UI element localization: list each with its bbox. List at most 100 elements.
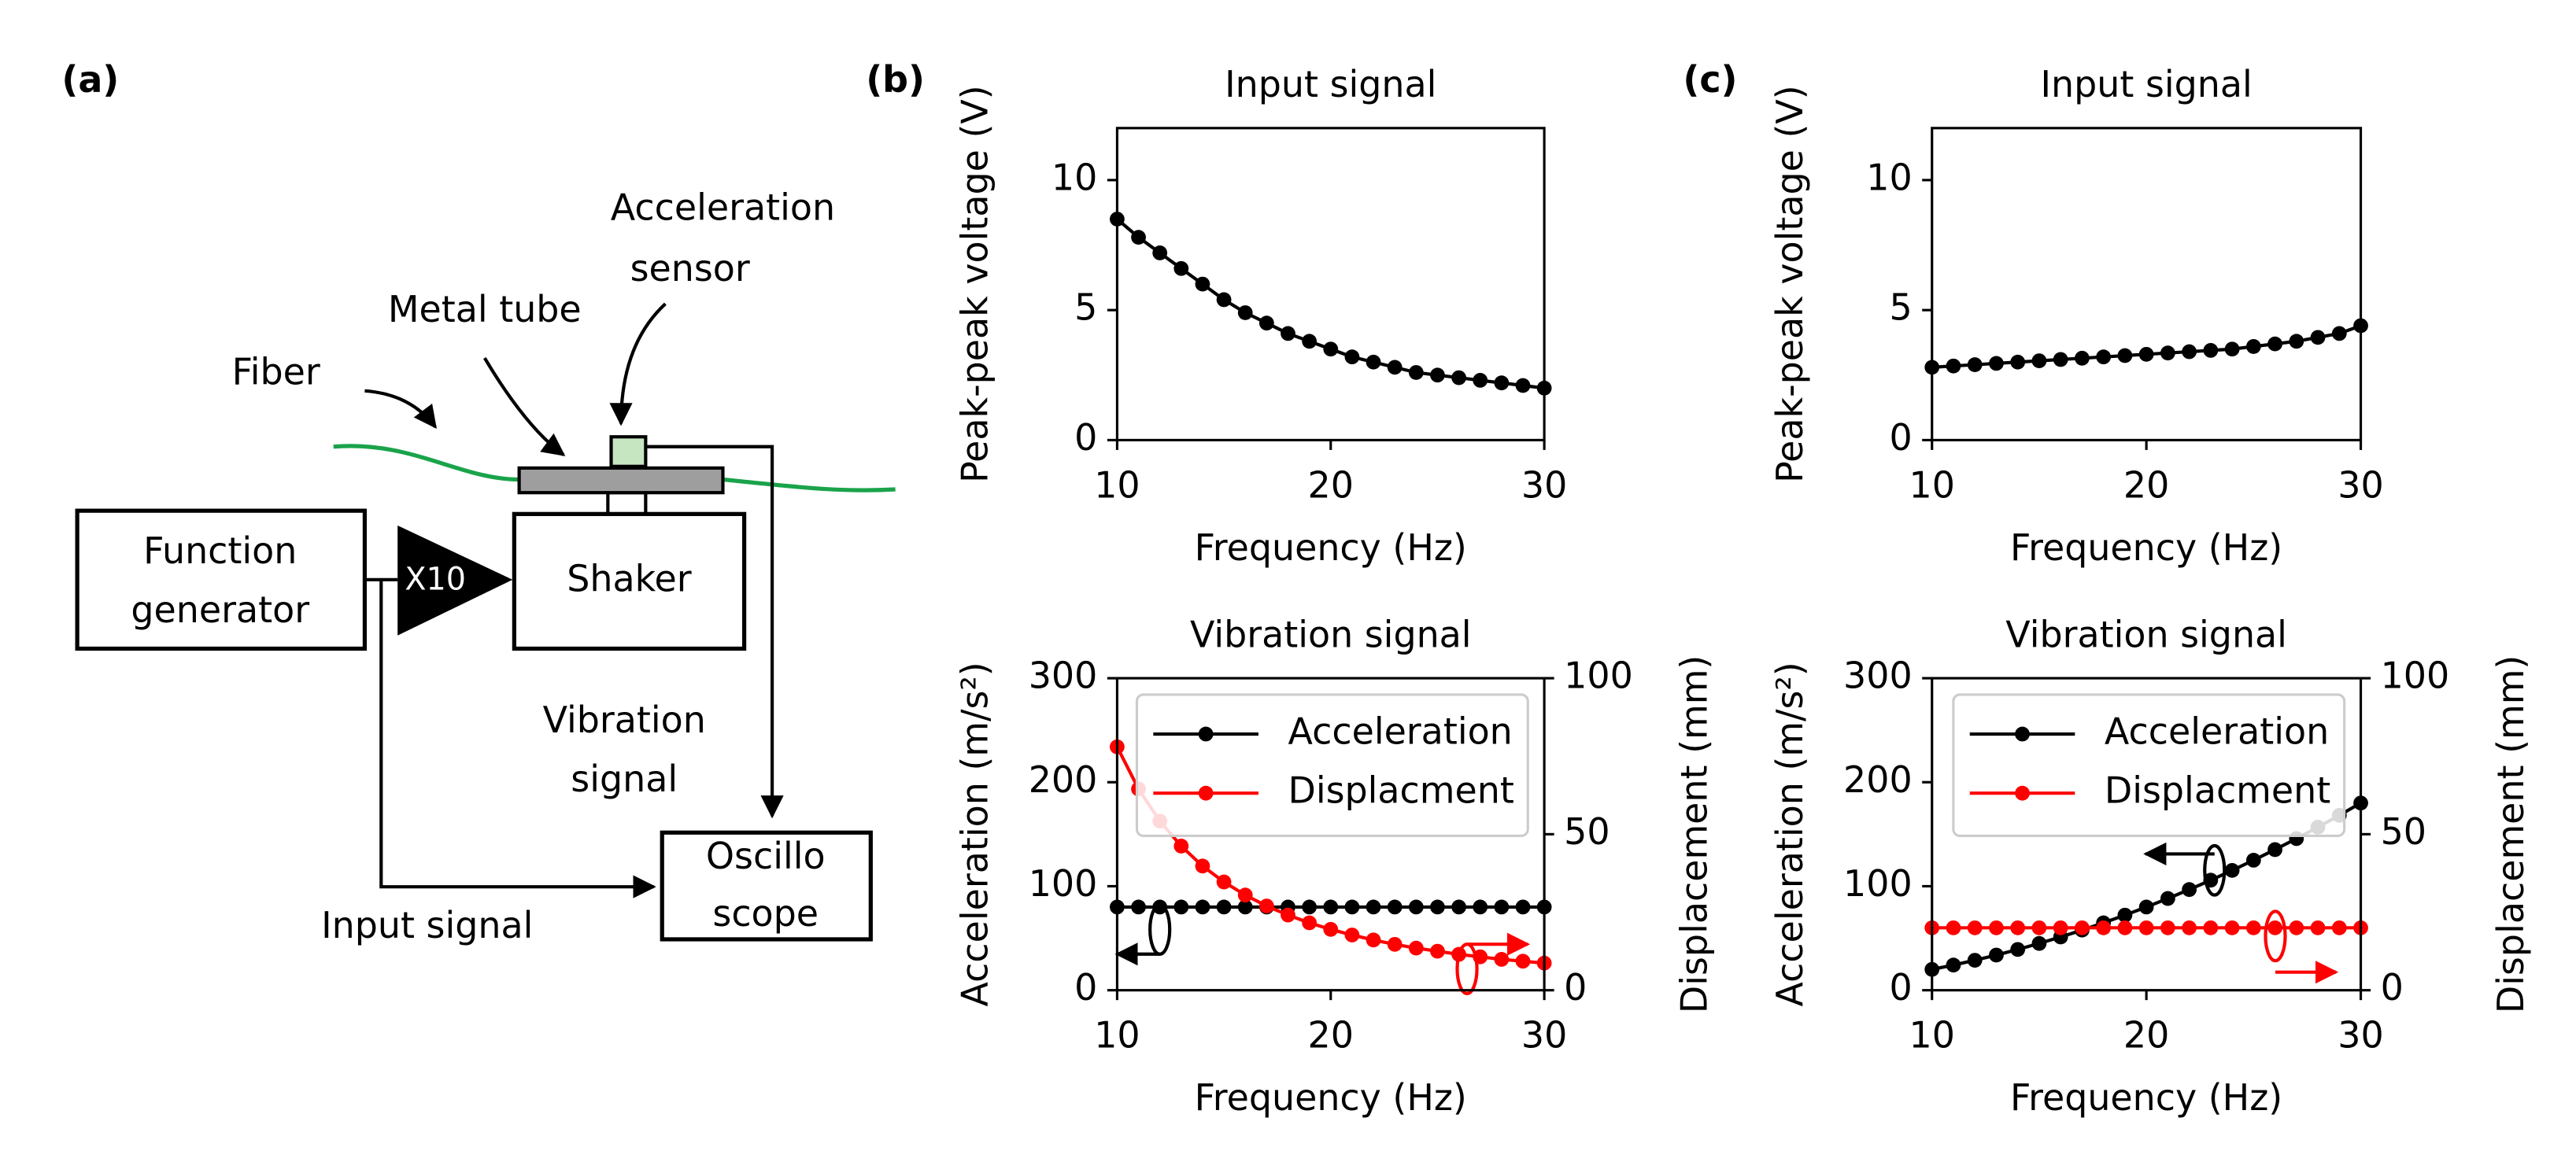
data-point [1216,292,1232,308]
diagram-label: Oscillo [706,835,826,877]
data-point [1216,874,1232,890]
data-point [1323,921,1339,937]
chart-title: Input signal [1225,63,1436,105]
data-point [1967,357,1983,372]
data-point [2117,348,2133,363]
diagram-label: Input signal [321,904,533,946]
data-point [1989,920,2004,935]
x-tick-label: 20 [2123,463,2169,506]
data-point [1173,899,1189,915]
data-point [1366,899,1381,915]
data-point [2138,899,2154,915]
function-generator [75,508,368,651]
y-axis-label: Peak-peak voltage (V) [953,85,996,483]
diagram-label: Acceleration [611,186,835,229]
legend-label: Acceleration [2105,710,2329,753]
y-tick-label: 100 [1843,862,1913,905]
data-point [1430,899,1445,915]
data-point [2203,872,2219,888]
legend-label: Acceleration [1288,710,1513,753]
data-point [1281,326,1295,341]
y-tick-label: 0 [1889,416,1912,459]
data-point [2096,349,2112,365]
data-point [1237,887,1253,903]
legend-marker [1198,785,1214,801]
shaker [512,511,747,651]
chart-title: Vibration signal [1190,613,1472,655]
data-point [2031,920,2047,935]
data-point [1131,230,1146,245]
data-point [1451,946,1466,962]
y-tick-label: 200 [1843,758,1913,801]
sensor [609,435,648,468]
diagram-label: X10 [405,561,466,597]
x-tick-label: 10 [1094,1014,1140,1057]
plot-frame [1115,127,1546,441]
y-tick-label: 300 [1843,655,1913,697]
legend-marker [2015,726,2030,742]
data-point [1152,899,1168,915]
data-point [1173,260,1189,276]
x-tick-label: 30 [2338,1014,2383,1057]
data-point [1258,315,1274,331]
diagram-label: Shaker [567,557,692,599]
fiber [333,444,896,492]
x-tick-label: 20 [1308,463,1354,506]
setup-diagram: (a) Acceleration sensor Metal tube Fiber… [61,58,896,946]
x-axis-label: Frequency (Hz) [2010,526,2282,569]
data-point [1152,245,1168,260]
pointer-arrow [609,302,667,426]
data-point [2310,920,2326,935]
data-point [2160,345,2175,361]
y-tick-label: 5 [1889,286,1912,329]
data-point [1302,334,1318,349]
diagram-label: Function [143,529,297,572]
oscilloscope [660,830,873,942]
data-point [2267,920,2282,935]
x-tick-label: 20 [2123,1014,2169,1057]
panel-label: (a) [61,58,119,101]
metal-tube [517,466,725,495]
y-tick-label: 300 [1029,655,1098,697]
data-point [2289,920,2304,935]
wire [645,445,784,819]
data-point [2010,354,2026,370]
data-point [2117,907,2133,923]
post [606,491,648,516]
series-line [1116,217,1545,390]
y-tick-label: 5 [1074,286,1097,329]
legend-box [1135,693,1529,838]
data-point [1344,899,1360,915]
data-point [1237,899,1253,915]
data-point [1131,899,1146,915]
diagram-label: sensor [630,247,750,290]
x-tick-label: 30 [1521,463,1567,506]
diagram-label: signal [571,758,678,800]
data-point [1302,899,1318,915]
data-point [1387,360,1403,375]
data-point [2031,353,2047,368]
data-point [1473,372,1488,388]
wire [379,579,656,898]
diagram-label: Fiber [232,350,320,393]
data-point [2160,920,2175,935]
data-point [1515,899,1531,915]
amplifier [397,525,513,636]
data-point [2053,920,2068,935]
y2-tick-label: 0 [1564,966,1587,1009]
y-axis-label: Acceleration (m/s²) [953,662,996,1006]
data-point [1195,858,1210,874]
chart: (b) Input signal 10 20 30 0 5 10 Frequency (Hz) P… [866,58,1567,569]
data-point [1451,899,1466,915]
data-point [1173,839,1189,854]
data-point [2117,920,2133,935]
data-point [2096,920,2112,935]
y2-tick-label: 100 [1564,655,1633,697]
pointer-arrow [364,389,437,430]
diagram-label: generator [131,588,309,631]
data-point [1946,957,1961,973]
data-point [2053,352,2068,367]
